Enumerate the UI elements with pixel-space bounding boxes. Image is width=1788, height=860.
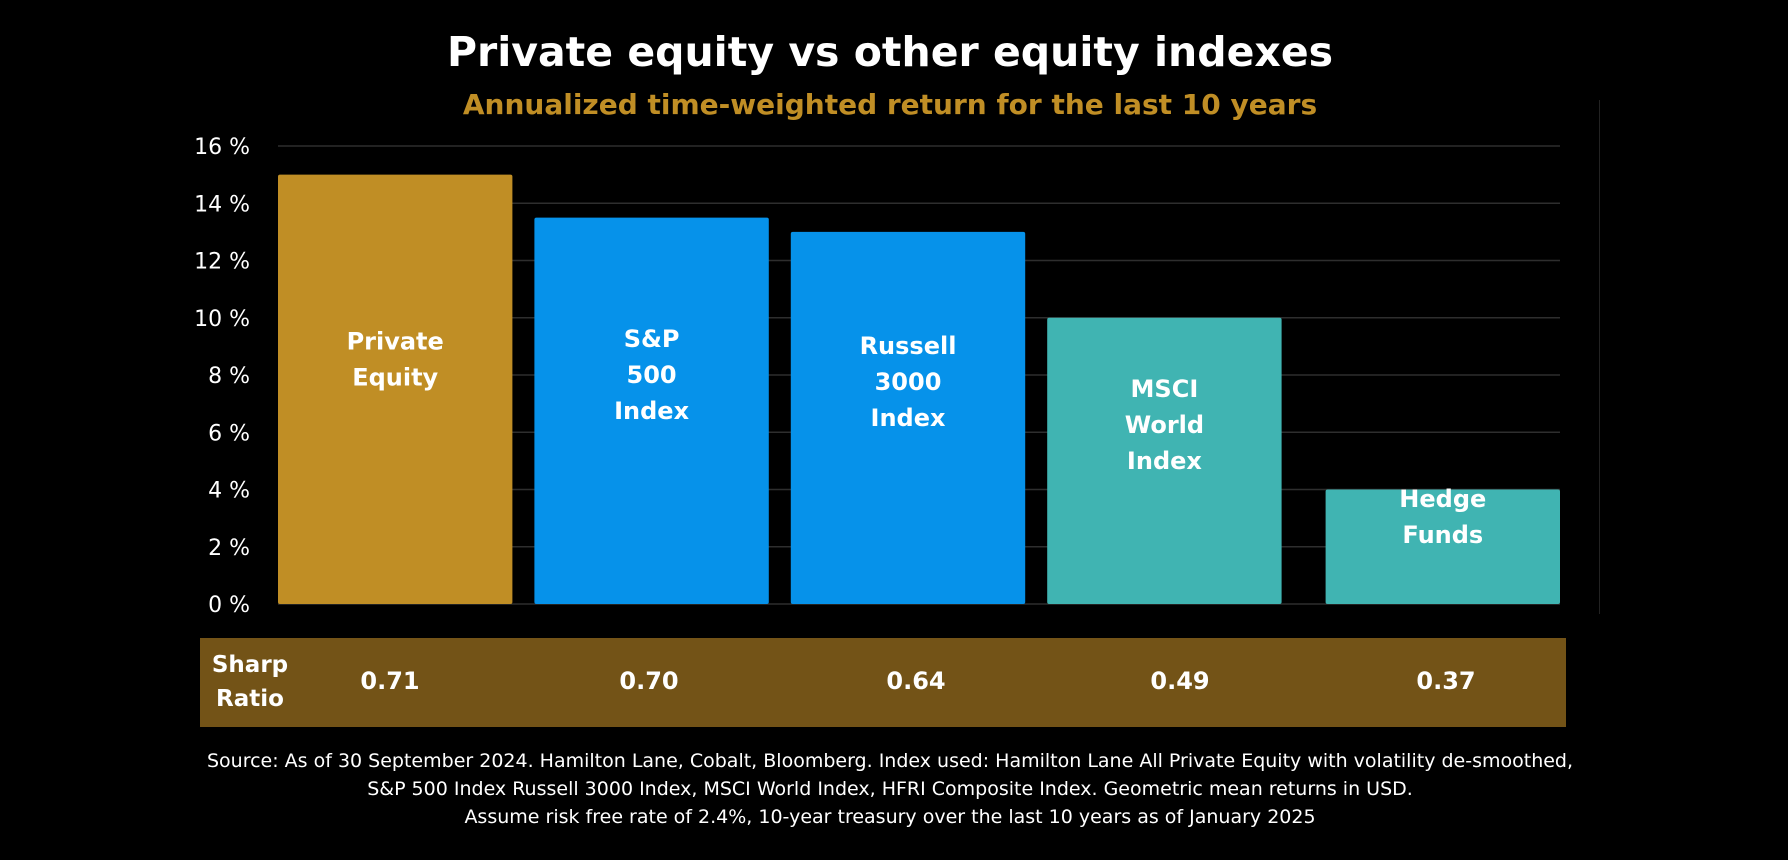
y-tick-label: 8 % <box>208 364 250 389</box>
bar-category-label: MSCI World Index <box>1125 375 1204 475</box>
sharpe-ratio-band <box>200 638 1566 727</box>
bar-labels: Private Equity S&P 500 Index Russell 3000 Index… <box>347 325 1487 549</box>
bar-category-label: S&P 500 Index <box>614 325 689 425</box>
y-tick-label: 16 % <box>194 135 250 160</box>
y-tick-label: 0 % <box>208 593 250 618</box>
source-line-2: S&P 500 Index Russell 3000 Index, MSCI W… <box>367 778 1413 800</box>
sharpe-value-hedge-funds: 0.37 <box>1416 667 1476 695</box>
bar <box>790 231 1026 604</box>
y-axis: 0 % 2 % 4 % 6 % 8 % 10 % 12 % 14 % 16 % <box>194 135 250 618</box>
bar <box>534 217 769 604</box>
bar <box>1047 317 1282 604</box>
chart-title: Private equity vs other equity indexes <box>446 28 1334 76</box>
y-tick-label: 4 % <box>208 479 250 504</box>
bar-category-label: Hedge Funds <box>1399 485 1486 549</box>
frame-divider <box>1599 100 1600 614</box>
bar <box>278 174 513 604</box>
bars <box>278 174 1560 604</box>
y-tick-label: 2 % <box>208 536 250 561</box>
bar-chart: 0 % 2 % 4 % 6 % 8 % 10 % 12 % 14 % 16 % Private E… <box>194 135 1560 618</box>
source-line-3: Assume risk free rate of 2.4%, 10-year t… <box>464 806 1316 828</box>
y-tick-label: 6 % <box>208 421 250 446</box>
sharpe-value-russell3000: 0.64 <box>886 667 946 695</box>
chart-subtitle: Annualized time-weighted return for the … <box>462 88 1318 121</box>
y-tick-label: 14 % <box>194 192 250 217</box>
y-tick-label: 12 % <box>194 250 250 275</box>
y-tick-label: 10 % <box>194 307 250 332</box>
sharpe-value-sp500: 0.70 <box>619 667 679 695</box>
bar <box>1325 489 1560 604</box>
sharpe-value-msci-world: 0.49 <box>1150 667 1210 695</box>
sharpe-value-private-equity: 0.71 <box>360 667 420 695</box>
bar-category-label: Russell 3000 Index <box>860 332 957 432</box>
bar-category-label: Private Equity <box>347 327 444 391</box>
source-line-1: Source: As of 30 September 2024. Hamilto… <box>206 750 1574 772</box>
sharpe-ratio-label: Sharp Ratio <box>211 652 289 712</box>
source-note: Source: As of 30 September 2024. Hamilto… <box>0 747 1780 831</box>
